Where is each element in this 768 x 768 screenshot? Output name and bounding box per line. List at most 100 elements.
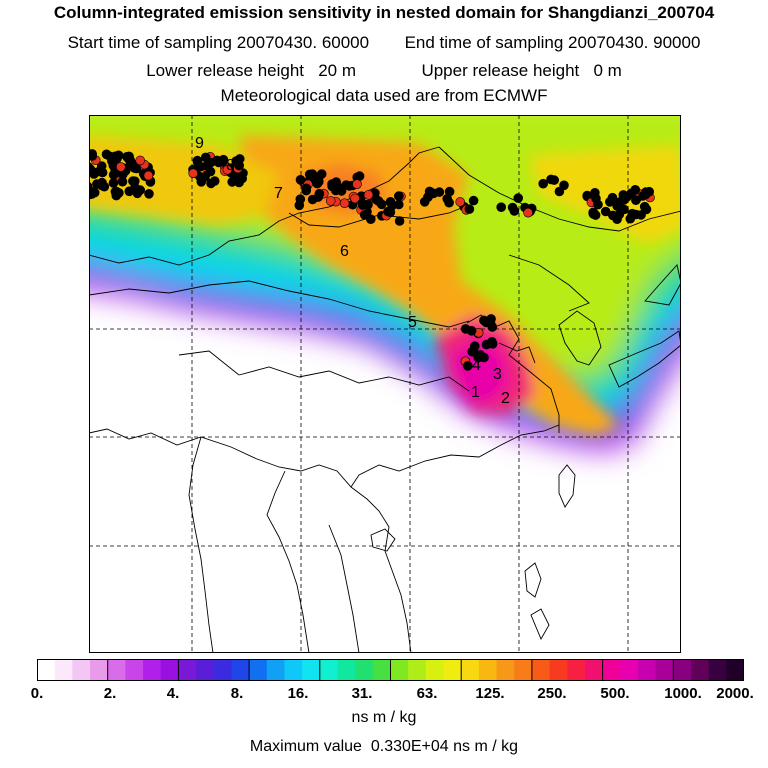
fire-point (604, 197, 615, 207)
fire-point (234, 160, 244, 171)
fire-point (383, 206, 393, 217)
fire-point (301, 185, 311, 196)
lower-height-value: 20 m (318, 61, 356, 80)
met-data-line: Meteorological data used are from ECMWF (220, 86, 548, 105)
tick-16: 16. (287, 685, 309, 702)
colorbar-cell (584, 659, 604, 681)
start-time-label: Start time of sampling (67, 33, 232, 52)
colorbar-cell (372, 659, 392, 681)
colorbar-cell (266, 659, 286, 681)
fire-point (546, 174, 556, 185)
fire-point (125, 155, 136, 166)
fire-point (385, 197, 396, 207)
end-time-value: 20070430. 90000 (568, 33, 701, 52)
tick-250: 250. (537, 685, 567, 702)
region-label-6: 6 (340, 243, 349, 260)
fire-point (108, 170, 119, 180)
fire-point (509, 206, 520, 216)
fire-point (143, 170, 154, 181)
fire-point (627, 208, 638, 219)
tick-63: 63. (416, 685, 438, 702)
fire-point (487, 339, 498, 349)
fire-point (92, 179, 102, 189)
colorbar (37, 659, 744, 681)
fire-point (363, 199, 373, 210)
fire-point (295, 175, 306, 185)
fire-point (469, 341, 480, 351)
fire-point (135, 155, 146, 166)
colorbar-cell (355, 659, 374, 681)
tick-125: 125. (475, 685, 505, 702)
colorbar-cell (196, 659, 215, 681)
upper-height-label: Upper release height (421, 61, 580, 80)
max-label: Maximum value (249, 738, 362, 755)
fire-point (130, 182, 140, 193)
colorbar-cell (302, 659, 321, 681)
tick-1000: 1000. (664, 685, 702, 702)
fire-point (339, 198, 350, 208)
colorbar-cell (673, 659, 692, 681)
colorbar-cell (390, 659, 409, 681)
fire-point (206, 178, 216, 189)
fire-point (144, 189, 154, 199)
tick-2000: 2000. (716, 685, 754, 702)
tick-8: 8. (230, 685, 244, 702)
colorbar-cell (408, 659, 427, 681)
fire-point (313, 192, 323, 202)
fire-point (641, 189, 651, 200)
fire-point (513, 193, 524, 203)
fire-point (376, 199, 387, 210)
colorbar-cell (160, 659, 180, 681)
upper-height-value: 0 m (593, 61, 622, 80)
colorbar-cell (284, 659, 303, 681)
colorbar-cell (231, 659, 250, 681)
colorbar-cell (708, 659, 727, 681)
fire-point (593, 199, 603, 210)
fire-point (538, 178, 549, 189)
region-label-4: 4 (472, 357, 481, 374)
fire-point (205, 166, 216, 177)
fire-point (363, 190, 374, 200)
fire-point (115, 162, 126, 172)
colorbar-cell (567, 659, 586, 681)
release-heights: Lower release height 20 m Upper release … (0, 61, 768, 81)
end-time-label: End time of sampling (404, 33, 564, 52)
max-units: ns m / kg (453, 738, 519, 755)
fire-point (444, 186, 455, 197)
fire-point (479, 315, 489, 326)
colorbar-cell (531, 659, 551, 681)
maximum-value-line: Maximum value 0.330E+04 ns m / kg (0, 738, 768, 756)
region-label-7: 7 (274, 185, 283, 202)
colorbar-cell (514, 659, 533, 681)
colorbar-cell (726, 659, 744, 681)
region-labels: 1 2 3 4 5 6 7 8 9 (195, 135, 510, 407)
fire-point (304, 169, 315, 180)
colorbar-cell (461, 659, 480, 681)
fire-point (588, 209, 599, 219)
max-value: 0.330E+04 (370, 738, 449, 755)
fire-point (365, 214, 376, 224)
fire-point (227, 177, 237, 187)
fire-point (464, 204, 475, 214)
fire-point (325, 196, 336, 206)
colorbar-cell (125, 659, 144, 681)
tick-4: 4. (166, 685, 180, 702)
map-frame (89, 115, 681, 653)
region-label-1: 1 (471, 384, 480, 401)
colorbar-cell (319, 659, 339, 681)
fire-point (89, 151, 98, 161)
lower-height-label: Lower release height (146, 61, 305, 80)
fire-point (107, 156, 117, 166)
colorbar-cell (72, 659, 91, 681)
colorbar-cell (496, 659, 515, 681)
colorbar-cell (443, 659, 462, 681)
fire-point (222, 164, 233, 175)
colorbar-cell (178, 659, 197, 681)
fire-point (479, 352, 489, 363)
tick-0: 0. (30, 685, 44, 702)
colorbar-cell (249, 659, 268, 681)
tick-500: 500. (600, 685, 630, 702)
colorbar-cell (90, 659, 109, 681)
fire-point (621, 192, 632, 202)
start-time-value: 20070430. 60000 (236, 33, 370, 52)
